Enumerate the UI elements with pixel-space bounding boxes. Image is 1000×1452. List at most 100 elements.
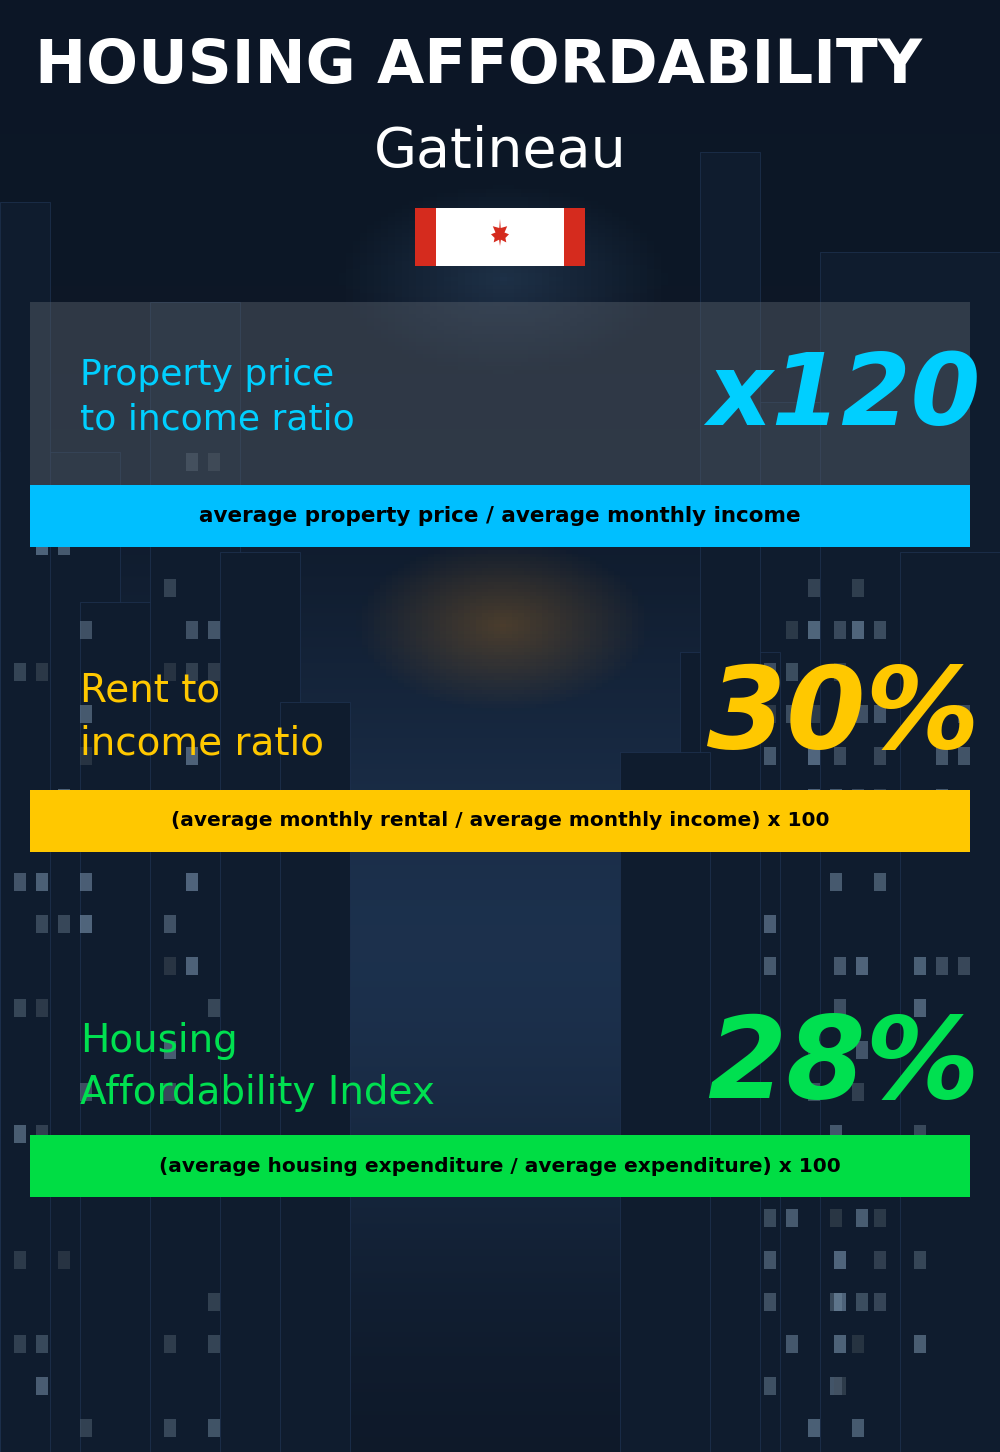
FancyBboxPatch shape — [208, 453, 220, 470]
FancyBboxPatch shape — [830, 1292, 842, 1311]
FancyBboxPatch shape — [564, 208, 585, 266]
Text: Housing
Affordability Index: Housing Affordability Index — [80, 1022, 435, 1112]
FancyBboxPatch shape — [834, 664, 846, 681]
FancyBboxPatch shape — [14, 999, 26, 1016]
FancyBboxPatch shape — [14, 873, 26, 892]
FancyBboxPatch shape — [36, 664, 48, 681]
FancyBboxPatch shape — [680, 652, 780, 1452]
FancyBboxPatch shape — [186, 957, 198, 974]
FancyBboxPatch shape — [208, 831, 220, 849]
FancyBboxPatch shape — [808, 621, 820, 639]
FancyBboxPatch shape — [808, 746, 820, 765]
FancyBboxPatch shape — [874, 746, 886, 765]
FancyBboxPatch shape — [808, 831, 820, 849]
FancyBboxPatch shape — [764, 915, 776, 934]
FancyBboxPatch shape — [914, 1252, 926, 1269]
FancyBboxPatch shape — [14, 1334, 26, 1353]
FancyBboxPatch shape — [830, 1125, 842, 1143]
FancyBboxPatch shape — [415, 208, 585, 266]
FancyBboxPatch shape — [36, 537, 48, 555]
FancyBboxPatch shape — [186, 746, 198, 765]
FancyBboxPatch shape — [874, 621, 886, 639]
FancyBboxPatch shape — [80, 831, 92, 849]
FancyBboxPatch shape — [808, 788, 820, 807]
FancyBboxPatch shape — [852, 621, 864, 639]
FancyBboxPatch shape — [874, 1210, 886, 1227]
FancyBboxPatch shape — [808, 1419, 820, 1437]
FancyBboxPatch shape — [164, 915, 176, 934]
FancyBboxPatch shape — [164, 957, 176, 974]
FancyBboxPatch shape — [58, 788, 70, 807]
FancyBboxPatch shape — [834, 746, 846, 765]
FancyBboxPatch shape — [80, 873, 92, 892]
FancyBboxPatch shape — [80, 1167, 92, 1185]
FancyBboxPatch shape — [834, 1376, 846, 1395]
FancyBboxPatch shape — [786, 706, 798, 723]
FancyBboxPatch shape — [786, 1334, 798, 1353]
FancyBboxPatch shape — [164, 1419, 176, 1437]
FancyBboxPatch shape — [852, 579, 864, 597]
FancyBboxPatch shape — [30, 485, 970, 547]
FancyBboxPatch shape — [0, 202, 50, 1452]
FancyBboxPatch shape — [208, 1334, 220, 1353]
FancyBboxPatch shape — [856, 957, 868, 974]
FancyBboxPatch shape — [415, 208, 436, 266]
Polygon shape — [491, 219, 509, 245]
Text: average property price / average monthly income: average property price / average monthly… — [199, 505, 801, 526]
FancyBboxPatch shape — [750, 402, 1000, 1452]
FancyBboxPatch shape — [208, 1419, 220, 1437]
Text: Gatineau: Gatineau — [374, 125, 626, 179]
FancyBboxPatch shape — [764, 1252, 776, 1269]
FancyBboxPatch shape — [208, 1292, 220, 1311]
FancyBboxPatch shape — [80, 1419, 92, 1437]
FancyBboxPatch shape — [874, 1252, 886, 1269]
FancyBboxPatch shape — [764, 664, 776, 681]
FancyBboxPatch shape — [900, 552, 1000, 1452]
FancyBboxPatch shape — [186, 453, 198, 470]
FancyBboxPatch shape — [856, 1041, 868, 1059]
FancyBboxPatch shape — [786, 621, 798, 639]
FancyBboxPatch shape — [700, 152, 760, 1452]
FancyBboxPatch shape — [874, 1167, 886, 1185]
FancyBboxPatch shape — [36, 915, 48, 934]
Text: 30%: 30% — [707, 662, 980, 772]
FancyBboxPatch shape — [0, 452, 120, 1452]
FancyBboxPatch shape — [786, 664, 798, 681]
Text: HOUSING AFFORDABILITY: HOUSING AFFORDABILITY — [35, 38, 922, 96]
FancyBboxPatch shape — [80, 746, 92, 765]
FancyBboxPatch shape — [58, 1252, 70, 1269]
FancyBboxPatch shape — [852, 1334, 864, 1353]
FancyBboxPatch shape — [958, 957, 970, 974]
FancyBboxPatch shape — [280, 701, 350, 1452]
FancyBboxPatch shape — [958, 706, 970, 723]
FancyBboxPatch shape — [936, 831, 948, 849]
FancyBboxPatch shape — [186, 495, 198, 513]
FancyBboxPatch shape — [58, 537, 70, 555]
FancyBboxPatch shape — [830, 788, 842, 807]
FancyBboxPatch shape — [856, 1292, 868, 1311]
FancyBboxPatch shape — [914, 1125, 926, 1143]
FancyBboxPatch shape — [834, 1252, 846, 1269]
FancyBboxPatch shape — [186, 664, 198, 681]
Text: Rent to
income ratio: Rent to income ratio — [80, 671, 324, 762]
FancyBboxPatch shape — [852, 788, 864, 807]
FancyBboxPatch shape — [914, 1334, 926, 1353]
FancyBboxPatch shape — [164, 664, 176, 681]
FancyBboxPatch shape — [208, 621, 220, 639]
FancyBboxPatch shape — [786, 1210, 798, 1227]
FancyBboxPatch shape — [620, 752, 710, 1452]
FancyBboxPatch shape — [958, 1167, 970, 1185]
FancyBboxPatch shape — [80, 1083, 92, 1101]
FancyBboxPatch shape — [164, 1083, 176, 1101]
Text: 28%: 28% — [707, 1012, 980, 1122]
FancyBboxPatch shape — [852, 1419, 864, 1437]
FancyBboxPatch shape — [36, 1125, 48, 1143]
FancyBboxPatch shape — [36, 1334, 48, 1353]
FancyBboxPatch shape — [874, 1292, 886, 1311]
FancyBboxPatch shape — [208, 999, 220, 1016]
FancyBboxPatch shape — [852, 1083, 864, 1101]
FancyBboxPatch shape — [150, 302, 240, 1452]
FancyBboxPatch shape — [874, 706, 886, 723]
FancyBboxPatch shape — [164, 1334, 176, 1353]
FancyBboxPatch shape — [834, 621, 846, 639]
